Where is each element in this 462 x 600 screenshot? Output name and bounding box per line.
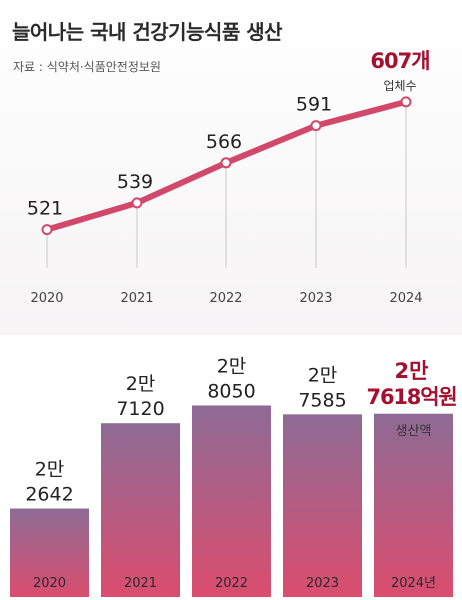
bar-category-2020: 2020 [33,576,66,591]
x-tick-2023: 2023 [299,291,332,306]
bar-value-label-line2-2024년: 7618억원 [367,385,457,409]
bar-value-label-line1-2020: 2만 [35,459,65,481]
data-point-2021 [131,197,143,209]
source-note: 자료 : 식약처·식품안전정보원 [13,60,161,74]
bar-value-label-line1-2022: 2만 [217,355,247,377]
bar-value-label-line2-2021: 7120 [116,398,164,420]
x-tick-2021: 2021 [120,291,153,306]
line-chart-panel [0,0,462,335]
x-tick-2024: 2024 [389,291,422,306]
data-point-2020 [41,224,53,236]
bar-2023 [283,414,362,597]
bar-2022 [192,405,271,597]
value-label-2022: 566 [206,131,242,153]
bar-category-2023: 2023 [306,576,339,591]
value-label-2020: 521 [27,198,63,220]
panel-divider [0,335,462,338]
unit-label-companies: 업체수 [383,79,416,93]
bar-value-label-line1-2021: 2만 [126,373,156,395]
bar-value-label-line1-2023: 2만 [308,364,338,386]
x-tick-2020: 2020 [30,291,63,306]
value-label-2021: 539 [117,171,153,193]
bar-category-2022: 2022 [215,576,248,591]
bar-category-2021: 2021 [124,576,157,591]
data-point-2022 [220,157,232,169]
bar-2020 [10,508,89,597]
bar-value-label-line2-2023: 7585 [298,389,346,411]
bar-value-label-line2-2022: 8050 [207,380,255,402]
bar-value-label-line2-2020: 2642 [25,484,73,506]
unit-label-production: 생산액 [396,424,432,439]
bar-2021 [101,423,180,597]
value-label-2023: 591 [296,94,332,116]
x-tick-2022: 2022 [209,291,242,306]
bar-2024년 [374,413,453,597]
value-label-2024: 607개 [370,49,429,73]
bar-category-2024년: 2024년 [391,576,436,591]
data-point-2023 [310,120,322,132]
data-point-2024 [400,96,412,108]
chart-title: 늘어나는 국내 건강기능식품 생산 [12,20,283,44]
bar-value-label-line1-2024년: 2만 [395,359,429,383]
